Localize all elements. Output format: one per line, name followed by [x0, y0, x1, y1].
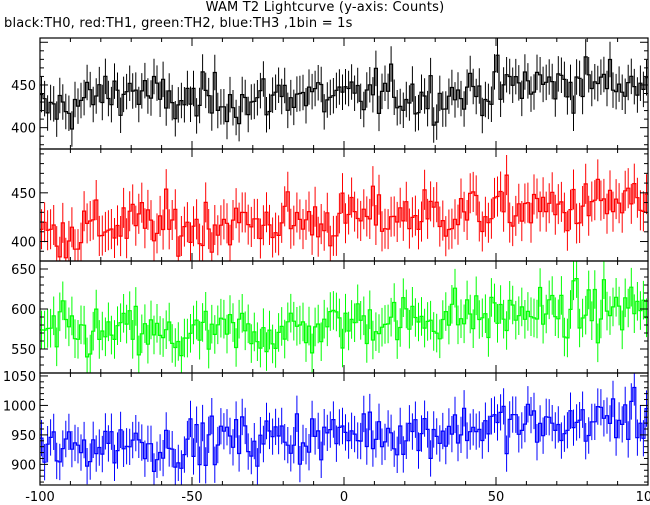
y-tick-label: 400 [11, 122, 36, 137]
series-th3 [40, 373, 648, 485]
y-tick-label: 600 [11, 303, 36, 318]
y-tick-label: 950 [11, 429, 36, 444]
step-line-th3 [40, 386, 648, 472]
chart-title: WAM T2 Lightcurve (y-axis: Counts) [205, 0, 445, 15]
y-tick-label: 450 [11, 187, 36, 202]
x-tick-label: 0 [340, 490, 348, 505]
y-tick-label: 400 [11, 236, 36, 251]
y-tick-label: 450 [11, 79, 36, 94]
x-tick-label: -50 [181, 490, 202, 505]
step-line-th0 [40, 54, 648, 130]
chart-subtitle: black:TH0, red:TH1, green:TH2, blue:TH3 … [4, 16, 353, 31]
series-th1 [40, 155, 648, 261]
y-tick-label: 900 [11, 458, 36, 473]
y-tick-label: 1050 [3, 370, 36, 385]
x-tick-label: 50 [488, 490, 505, 505]
step-line-th1 [40, 174, 648, 259]
series-th0 [40, 38, 648, 147]
y-tick-label: 1000 [3, 399, 36, 414]
y-tick-label: 650 [11, 263, 36, 278]
y-tick-label: 550 [11, 343, 36, 358]
x-tick-label: -100 [25, 490, 55, 505]
series-th2 [40, 261, 648, 373]
x-tick-label: 100 [636, 490, 650, 505]
step-line-th2 [40, 278, 648, 358]
